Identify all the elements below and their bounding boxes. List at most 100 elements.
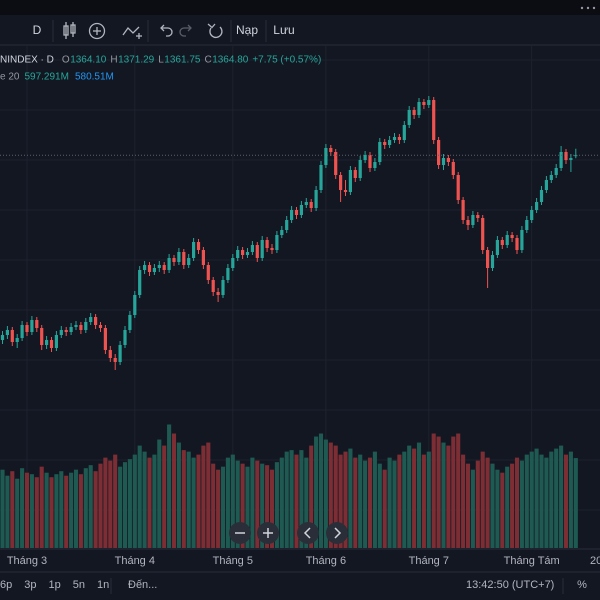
candle-body [299, 205, 303, 215]
candle [329, 145, 333, 156]
candle-body [196, 242, 201, 250]
scroll-right-button[interactable] [326, 522, 348, 544]
volume-bar [348, 448, 353, 548]
candle-body [108, 350, 112, 358]
candle-body [118, 345, 122, 362]
candle [461, 197, 465, 224]
candle-body [486, 250, 490, 268]
candle-body [103, 328, 107, 350]
volume-bar [377, 463, 382, 548]
volume-bar [245, 466, 250, 548]
volume-bar [15, 478, 20, 548]
candle [69, 323, 73, 335]
candle-body [285, 220, 289, 230]
candle-body [343, 190, 348, 192]
candle [495, 236, 499, 258]
reload-button[interactable] [207, 23, 223, 39]
candle [280, 226, 284, 238]
volume-bar [416, 442, 422, 548]
candle-body [309, 202, 313, 208]
volume-bar [240, 463, 245, 548]
range-button[interactable]: 1p [49, 579, 61, 591]
volume-bar [250, 457, 255, 548]
candle [35, 317, 39, 332]
candle [64, 327, 68, 336]
candle [79, 322, 83, 334]
candle [412, 107, 416, 119]
candle-body [437, 140, 441, 165]
percent-button[interactable]: % [577, 579, 587, 591]
volume-bar [88, 465, 93, 548]
candle-body [49, 340, 54, 348]
candle-body [265, 240, 269, 248]
x-tick-label: Tháng Tám [504, 555, 560, 567]
candle-body [358, 160, 362, 178]
range-button[interactable]: 1n [97, 579, 109, 591]
candle [196, 239, 201, 254]
candle-body [554, 168, 558, 175]
volume-bar [451, 436, 456, 548]
candle-body [172, 258, 176, 262]
volume-bar [225, 457, 230, 548]
candle [476, 212, 480, 222]
window-strip [0, 0, 600, 15]
candle [525, 216, 529, 233]
range-button[interactable]: 3p [24, 579, 36, 591]
volume-bar [132, 454, 137, 548]
candle-body [461, 200, 465, 220]
candle [530, 206, 534, 223]
load-button[interactable]: Nạp [236, 23, 258, 37]
candle-body [221, 280, 225, 295]
candle [500, 237, 504, 249]
candle [309, 199, 313, 212]
interval-button[interactable]: D [33, 23, 42, 37]
candle [314, 186, 318, 211]
candle-body [64, 330, 68, 332]
indicators-button[interactable] [88, 22, 106, 40]
candle-body [417, 102, 421, 115]
ohlc-value: 1371.29 [118, 55, 155, 66]
candle [549, 171, 553, 183]
candle-body [397, 137, 401, 140]
range-button[interactable]: 5n [73, 579, 85, 591]
candle-body [348, 170, 352, 192]
undo-button[interactable] [160, 24, 173, 37]
candle [265, 237, 269, 252]
compare-button[interactable] [122, 26, 142, 39]
candle-body [339, 175, 343, 190]
clock: 13:42:50 (UTC+7) [466, 579, 554, 591]
goto-button[interactable]: Đến... [128, 579, 157, 591]
candle-body [187, 258, 191, 265]
candle [143, 261, 147, 274]
candle-body [10, 330, 14, 342]
candle-body [569, 158, 573, 160]
candle [182, 249, 186, 269]
chart-type-button[interactable] [63, 22, 76, 39]
scroll-left-button[interactable] [297, 522, 319, 544]
volume-bar [98, 463, 103, 548]
candle-body [294, 210, 299, 215]
candle [285, 216, 289, 233]
zoom-in-button[interactable] [257, 522, 279, 544]
candle [187, 254, 191, 268]
volume-bar [436, 436, 441, 548]
volume-bar [73, 469, 79, 548]
range-button[interactable]: 6p [0, 579, 12, 591]
zoom-out-button[interactable] [229, 522, 251, 544]
save-button[interactable]: Lưu [273, 23, 294, 37]
candle-body [74, 325, 78, 327]
candle [30, 316, 34, 335]
candle [113, 354, 117, 370]
volume-bar [387, 457, 392, 548]
candle [427, 96, 431, 108]
candle [98, 322, 103, 332]
candle [172, 255, 176, 266]
volume-bar [186, 451, 191, 548]
volume-bar [549, 451, 554, 548]
window-dots [580, 6, 596, 10]
candle-body [45, 340, 49, 345]
volume-bar [44, 472, 49, 548]
redo-button[interactable] [179, 24, 192, 37]
volume-bar [167, 424, 172, 548]
